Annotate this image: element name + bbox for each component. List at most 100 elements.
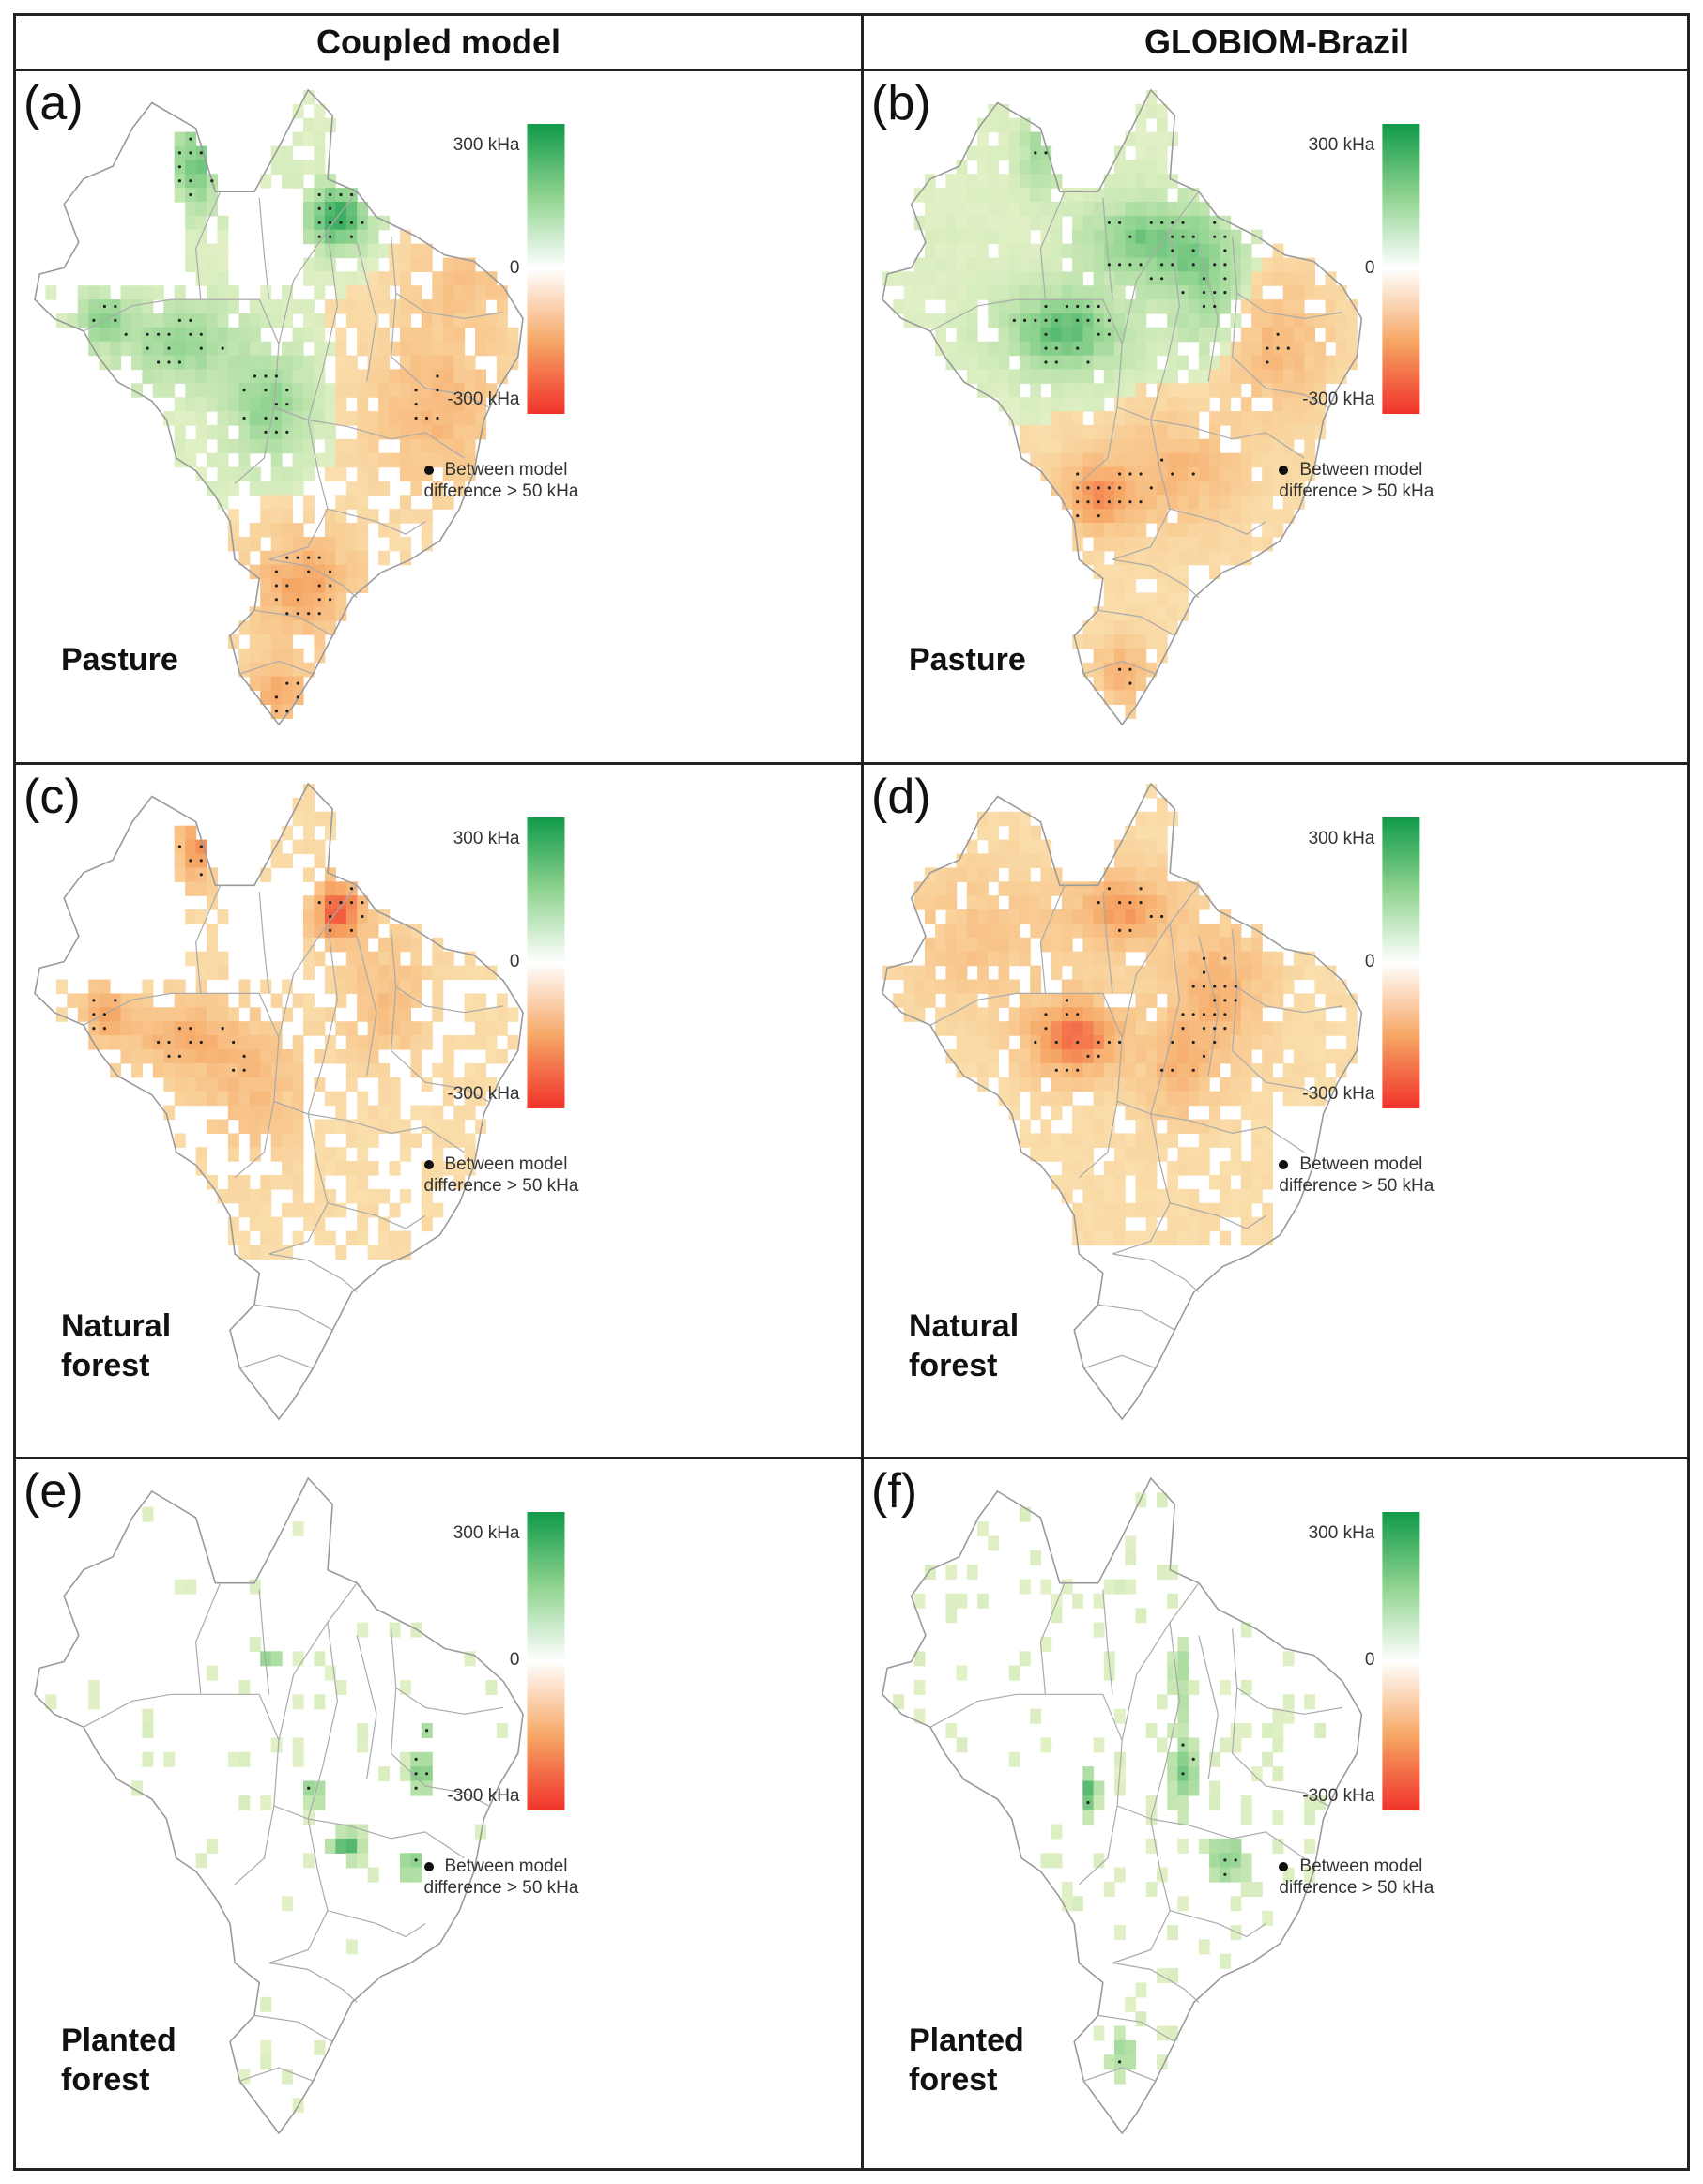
grid-cell <box>1135 411 1147 426</box>
grid-cell <box>174 369 186 384</box>
grid-cell <box>1114 271 1126 286</box>
difference-dot <box>1276 332 1280 336</box>
grid-cell <box>249 536 261 552</box>
grid-cell <box>185 1077 197 1092</box>
grid-cell <box>421 257 433 272</box>
grid-cell <box>1167 881 1178 896</box>
grid-cell <box>1251 271 1263 286</box>
grid-cell <box>324 452 336 468</box>
grid-cell <box>903 285 915 300</box>
grid-cell <box>924 909 936 924</box>
state-border <box>390 986 489 1103</box>
grid-cell <box>924 229 936 245</box>
grid-cell <box>1020 1035 1031 1050</box>
grid-cell <box>357 993 369 1008</box>
state-border <box>200 1693 280 1741</box>
grid-cell <box>453 299 466 314</box>
difference-dot <box>92 318 96 322</box>
grid-cell <box>966 327 978 343</box>
grid-cell <box>913 271 926 286</box>
grid-cell <box>1293 452 1305 468</box>
grid-cell <box>1040 839 1052 855</box>
grid-cell <box>1030 243 1041 259</box>
grid-cell <box>966 1049 978 1064</box>
grid-cell <box>903 965 915 981</box>
grid-cell <box>260 509 272 524</box>
grid-cell <box>496 327 508 343</box>
grid-cell <box>485 1021 498 1036</box>
grid-cell <box>442 327 454 343</box>
grid-cell <box>1145 1188 1158 1204</box>
grid-cell <box>185 160 197 175</box>
grid-cell <box>1209 523 1220 538</box>
state-border <box>253 609 333 636</box>
grid-cell <box>1051 411 1063 426</box>
grid-cell <box>88 285 100 300</box>
grid-cell <box>1114 1091 1126 1107</box>
grid-cell <box>207 397 218 412</box>
state-border <box>1198 936 1219 1077</box>
state-border <box>83 992 201 1026</box>
grid-cell <box>432 495 444 510</box>
difference-dot <box>414 389 418 392</box>
grid-cell <box>935 327 946 343</box>
grid-cell <box>1272 965 1284 981</box>
grid-cell <box>421 1021 433 1036</box>
grid-cell <box>1304 369 1315 384</box>
grid-cell <box>1135 1188 1147 1204</box>
grid-cell <box>238 341 251 357</box>
grid-cell <box>227 1007 239 1022</box>
grid-cell <box>1167 979 1178 994</box>
grid-cell <box>207 1021 218 1036</box>
grid-cell <box>988 103 1000 119</box>
grid-cell <box>464 452 476 468</box>
grid-cells <box>882 784 1358 1246</box>
grid-cell <box>207 951 218 967</box>
grid-cell <box>1135 131 1147 147</box>
grid-cell <box>1167 1780 1178 1796</box>
difference-dot <box>285 710 289 713</box>
grid-cell <box>1114 867 1126 882</box>
grid-cell <box>1177 1896 1189 1912</box>
grid-cell <box>303 131 315 147</box>
grid-cell <box>1008 937 1020 953</box>
grid-cell <box>389 313 401 328</box>
grid-cell <box>1135 160 1147 175</box>
grid-cell <box>195 243 207 259</box>
grid-cell <box>1082 285 1095 300</box>
legend-dot-icon <box>423 1861 434 1871</box>
grid-cell <box>1262 452 1273 468</box>
grid-cell <box>282 1091 294 1107</box>
grid-cell <box>282 2069 294 2085</box>
grid-cell <box>152 383 164 398</box>
grid-cell <box>1093 923 1105 939</box>
state-border <box>1112 1253 1200 1293</box>
grid-cell <box>249 620 261 635</box>
state-border <box>327 1910 426 1938</box>
grid-cell <box>1008 839 1020 855</box>
grid-cell <box>453 1133 466 1148</box>
grid-cell <box>1282 1867 1295 1883</box>
grid-cell <box>1145 592 1158 607</box>
grid-cell <box>966 285 978 300</box>
grid-cell <box>227 1230 239 1246</box>
grid-cell <box>282 411 294 426</box>
grid-cell <box>1209 1202 1220 1218</box>
grid-cell <box>1240 1188 1252 1204</box>
grid-cell <box>1135 825 1147 841</box>
grid-cell <box>238 1119 251 1134</box>
grid-cell <box>357 1133 369 1148</box>
grid-cell <box>1051 383 1063 398</box>
grid-cell <box>1240 1091 1252 1107</box>
difference-dot <box>1107 887 1111 891</box>
grid-cell <box>1135 452 1147 468</box>
colorbar-min-label: -300 kHa <box>1302 1084 1375 1104</box>
grid-cell <box>464 313 476 328</box>
difference-dot <box>199 1040 203 1045</box>
grid-cell <box>1125 704 1137 719</box>
grid-cell <box>1125 1091 1137 1107</box>
grid-cell <box>988 853 1000 868</box>
grid-cell <box>1167 481 1178 496</box>
grid-cell <box>357 1147 369 1162</box>
grid-cell <box>120 341 132 357</box>
